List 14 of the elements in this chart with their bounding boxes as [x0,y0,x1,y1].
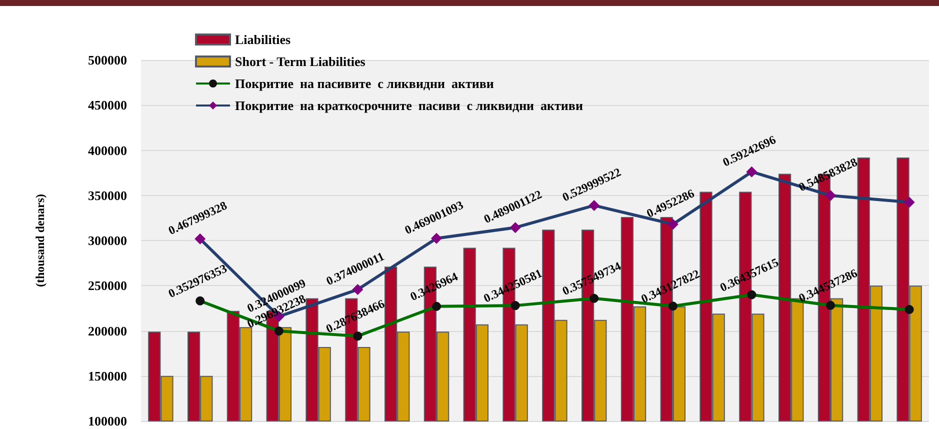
y-tick-label: 400000 [88,142,127,158]
y-tick-label: 350000 [88,188,127,203]
legend-label: Short - Term Liabilities [235,54,366,69]
y-tick-label: 100000 [88,414,127,428]
legend-label: Liabilities [235,32,291,47]
y-tick-label: 200000 [88,323,127,338]
legend-label: Покритие на краткосрочните пасиви с ликвидни активи [235,98,584,113]
y-tick-label: 250000 [88,278,127,294]
y-tick-label: 500000 [88,52,127,68]
y-tick-label: 150000 [88,368,127,384]
y-tick-label: 450000 [88,98,127,113]
legend-label: Покритие на пасивите с ликвидни активи [235,76,494,91]
y-tick-label: 300000 [88,233,127,248]
y-axis-title: (thousand denars) [33,194,47,288]
